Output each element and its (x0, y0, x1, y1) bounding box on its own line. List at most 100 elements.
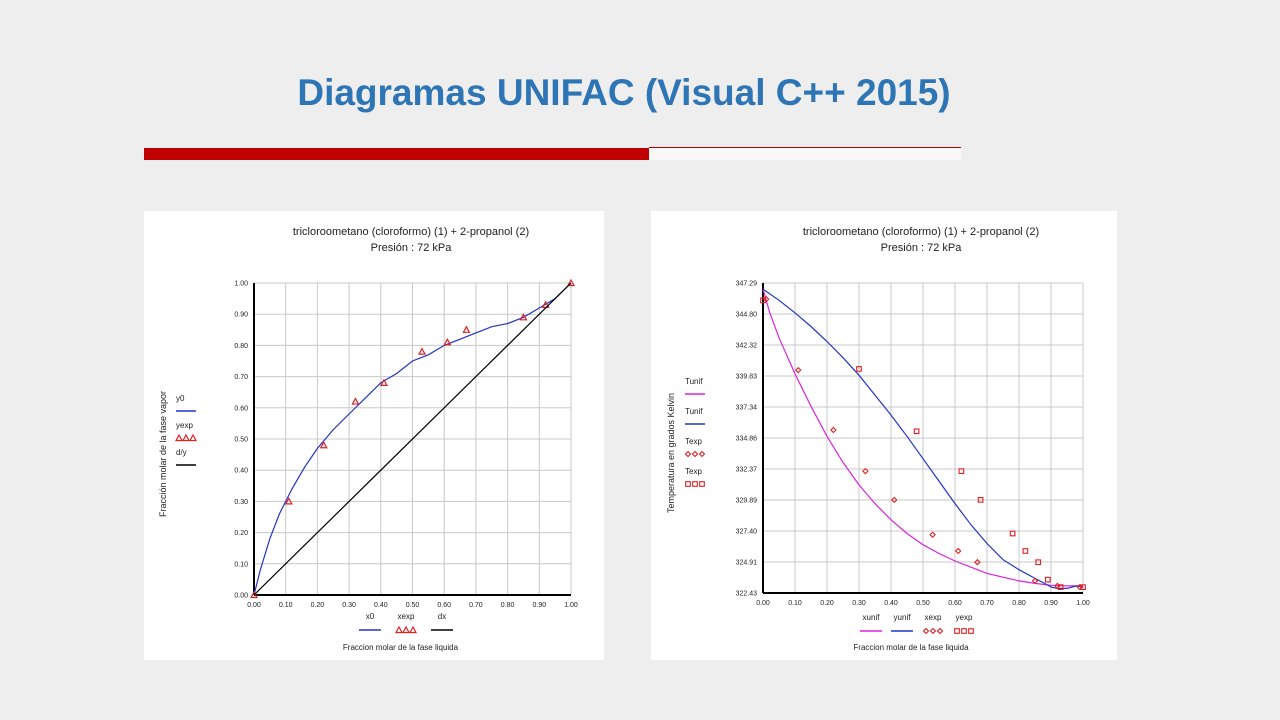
y-tick-label: 0.50 (234, 437, 248, 444)
bottom-legend-swatch-marker (961, 628, 967, 634)
bottom-legend-label: yexp (956, 613, 973, 622)
x-tick-label: 0.60 (437, 602, 451, 609)
bottom-legend-swatch-marker (394, 625, 404, 634)
x-tick-label: 0.10 (788, 600, 802, 607)
chart-title: tricloroometano (cloroformo) (1) + 2-pro… (293, 226, 529, 238)
legend-swatch-marker (188, 433, 198, 442)
x-tick-label: 0.00 (247, 602, 261, 609)
x-tick-label: 0.20 (311, 602, 325, 609)
data-point-triangle (519, 313, 528, 321)
x-tick-label: 0.90 (1044, 600, 1058, 607)
series-line (762, 288, 1084, 589)
data-point-square (977, 497, 984, 503)
series-triangles (249, 278, 576, 599)
legend-label: Texp (685, 437, 702, 446)
data-point-square (958, 468, 965, 475)
x-tick-label: 0.20 (820, 600, 834, 607)
legend-swatch-marker (685, 481, 691, 487)
y-tick-label: 0.80 (234, 343, 248, 350)
y-axis-label: Fracción molar de la fase vapor (158, 391, 168, 517)
y-tick-label: 0.00 (234, 593, 248, 600)
y-tick-label: 0.10 (234, 561, 248, 568)
x-tick-label: 0.30 (342, 602, 356, 609)
x-tick-label: 0.00 (756, 600, 770, 607)
data-point-diamond (954, 547, 962, 555)
grid-lines (762, 282, 1084, 594)
chart-xy-equilibrium: tricloroometano (cloroformo) (1) + 2-pro… (158, 226, 578, 652)
title-underline-light (649, 148, 961, 160)
y-tick-label: 322.43 (736, 591, 758, 598)
series-line (253, 282, 572, 596)
legend-label: y0 (176, 394, 185, 403)
y-tick-label: 337.34 (736, 405, 758, 412)
data-point-diamond (974, 558, 981, 566)
y-tick-label: 0.70 (234, 374, 248, 381)
legend-side: Tunif Tunif Texp Texp (684, 377, 706, 487)
x-tick-label: 1.00 (1076, 600, 1090, 607)
chart-panel-temperature: tricloroometano (cloroformo) (1) + 2-pro… (651, 211, 1117, 660)
y-tick-label: 0.60 (234, 405, 248, 412)
data-point-triangle (443, 338, 452, 346)
x-tick-label: 0.30 (852, 600, 866, 607)
chart-subtitle: Presión : 72 kPa (371, 242, 453, 254)
series-line (253, 282, 572, 596)
y-tick-label: 0.30 (234, 499, 248, 506)
legend-label: Tunif (685, 377, 703, 386)
chart-title: tricloroometano (cloroformo) (1) + 2-pro… (803, 226, 1039, 238)
data-point-square (1035, 559, 1042, 566)
x-tick-label: 0.80 (501, 602, 515, 609)
legend-label: Tunif (685, 407, 703, 416)
series-line (762, 288, 1083, 587)
y-tick-label: 344.80 (736, 312, 758, 319)
data-point-triangle (351, 397, 360, 405)
y-tick-label: 339.83 (736, 374, 758, 381)
x-tick-label: 0.90 (532, 602, 546, 609)
chart-subtitle: Presión : 72 kPa (881, 242, 963, 254)
x-tick-label: 0.10 (279, 602, 293, 609)
y-tick-label: 324.91 (736, 560, 758, 567)
data-point-triangle (566, 278, 576, 287)
legend-label: yexp (176, 421, 193, 430)
data-point-diamond (1031, 577, 1039, 585)
title-underline-thin (649, 147, 961, 148)
bottom-legend-swatch-marker (929, 627, 937, 635)
legend-swatch-marker (698, 450, 706, 458)
data-point-square (913, 428, 920, 435)
x-tick-label: 0.60 (948, 600, 962, 607)
legend-swatch-marker (691, 450, 699, 458)
y-tick-label: 334.86 (736, 436, 758, 443)
data-point-triangle (319, 440, 328, 449)
bottom-legend-label: xexp (925, 613, 942, 622)
data-point-square (1044, 576, 1051, 583)
tick-labels: 0.00 0.10 0.20 0.30 0.40 0.50 0.60 0.70 0.80 0.90… (736, 281, 1090, 608)
data-point-square (760, 297, 766, 304)
y-tick-label: 347.29 (736, 281, 758, 288)
series-line (762, 288, 1083, 587)
x-tick-label: 0.50 (916, 600, 930, 607)
legend-label: d/y (176, 448, 187, 457)
bottom-legend-swatch-marker (401, 625, 411, 634)
bottom-legend-label: xexp (398, 612, 415, 621)
bottom-legend-swatch-marker (954, 628, 960, 634)
x-tick-label: 0.70 (980, 600, 994, 607)
legend-swatch-marker (174, 433, 184, 442)
data-point-square (1009, 530, 1016, 537)
legend-swatch-marker (692, 481, 698, 487)
series-line (762, 288, 1084, 589)
data-point-square (1080, 584, 1086, 590)
x-axis-label: Fraccion molar de la fase liquida (853, 643, 969, 652)
data-point-square (1022, 548, 1029, 554)
x-axis-label: Fraccion molar de la fase liquida (343, 643, 459, 652)
data-point-triangle (462, 325, 471, 333)
bottom-legend-label: xunif (863, 613, 881, 622)
x-tick-label: 0.50 (406, 602, 420, 609)
data-point-diamond (794, 366, 802, 374)
series-line (253, 282, 572, 596)
title-underline-red (144, 148, 649, 160)
chart-txy-temperature: tricloroometano (cloroformo) (1) + 2-pro… (666, 226, 1090, 652)
bottom-legend-label: dx (438, 612, 446, 621)
x-tick-label: 0.70 (469, 602, 483, 609)
y-tick-label: 329.89 (736, 498, 758, 505)
legend-swatch-marker (684, 450, 692, 458)
tick-labels: 0.00 0.10 0.20 0.30 0.40 0.50 0.60 0.70 0.80 0.90… (234, 281, 578, 610)
